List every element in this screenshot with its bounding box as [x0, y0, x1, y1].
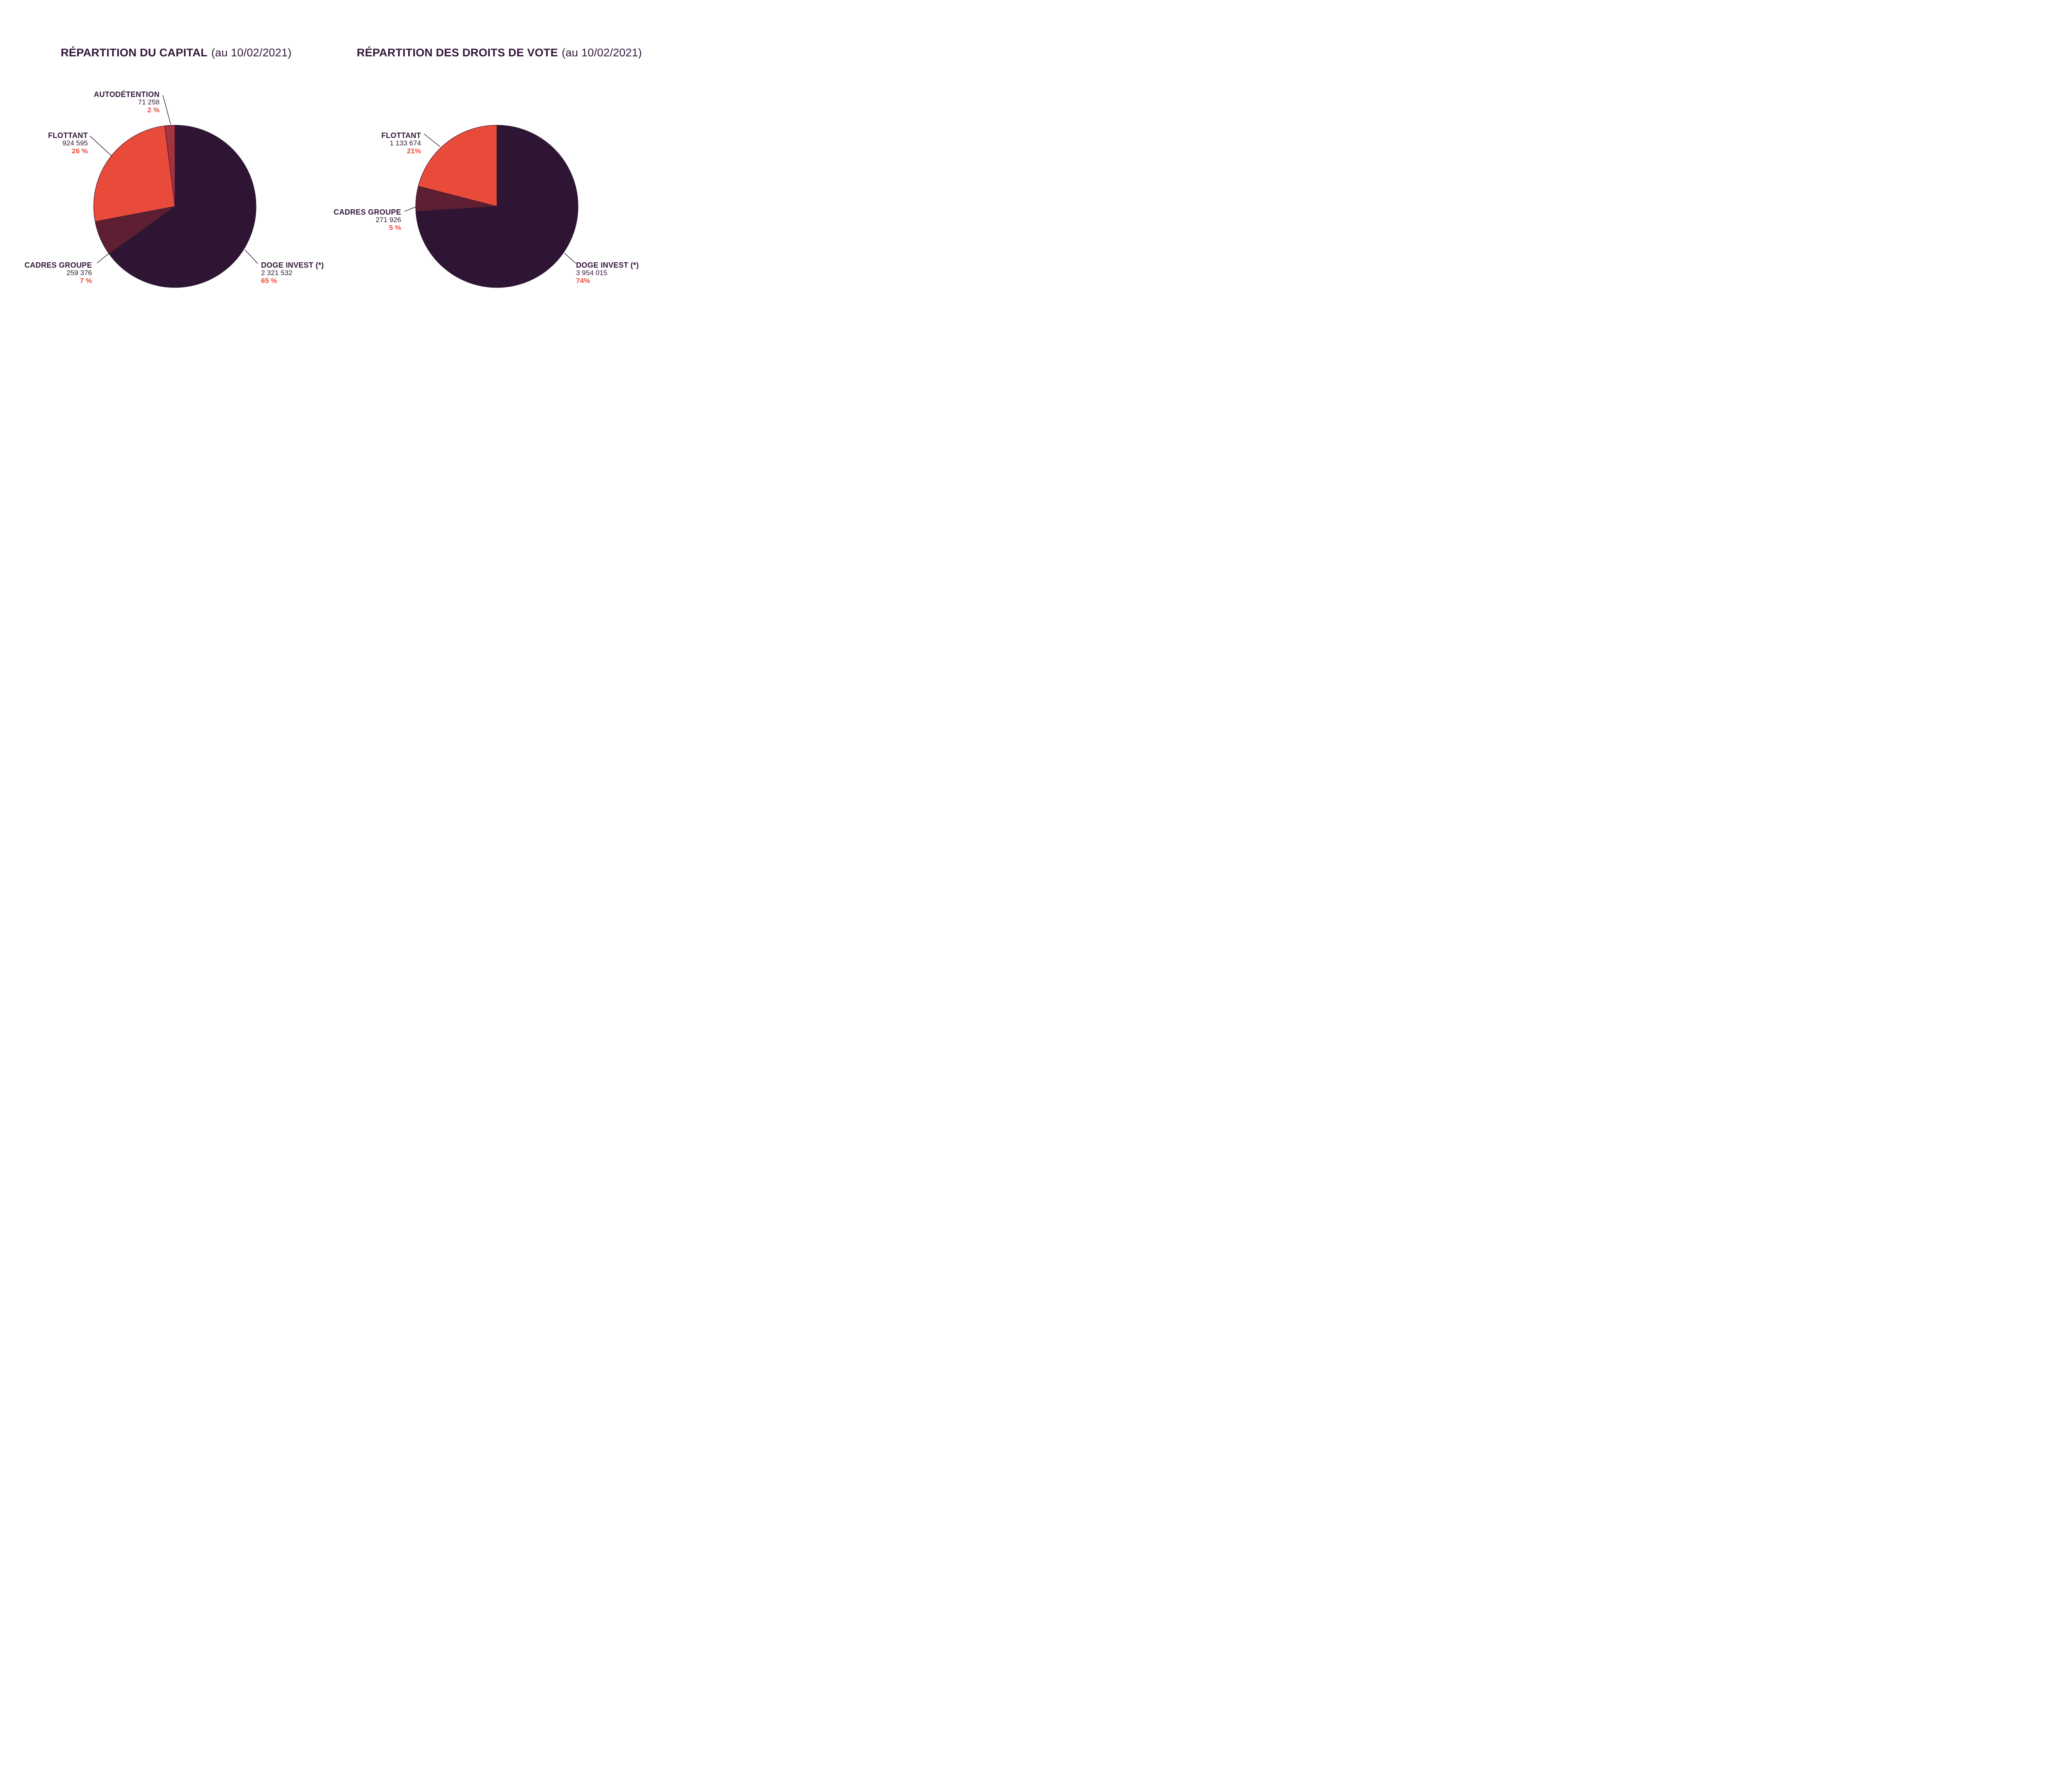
slice-label-cadres-groupe-left: CADRES GROUPE 259 376 7 % — [0, 261, 92, 285]
slice-name-cadres-groupe-right: CADRES GROUPE — [334, 208, 401, 216]
slice-percent-cadres-groupe-left: 7 % — [80, 277, 92, 285]
voting-rights-chart-title: RÉPARTITION DES DROITS DE VOTE (au 10/02/… — [334, 46, 654, 59]
leader-line-cadres-groupe-right — [404, 206, 416, 212]
slice-percent-flottant-left: 26 % — [72, 147, 88, 155]
slice-label-cadres-groupe-right: CADRES GROUPE 271 926 5 % — [277, 208, 401, 232]
slice-name-flottant-right: FLOTTANT — [381, 131, 421, 140]
leader-line-doge-invest-left — [244, 249, 258, 264]
leader-line-flottant-right — [424, 133, 441, 147]
leader-line-doge-invest-right — [564, 253, 576, 264]
slice-name-doge-invest-right: DOGE INVEST (*) — [576, 261, 639, 269]
slice-count-cadres-groupe-left: 259 376 — [66, 269, 92, 277]
slice-percent-doge-invest-right: 74% — [576, 277, 591, 285]
slice-label-flottant-right: FLOTTANT 1 133 674 21% — [297, 131, 421, 155]
slice-name-cadres-groupe-left: CADRES GROUPE — [24, 261, 92, 269]
slice-count-flottant-right: 1 133 674 — [390, 139, 421, 147]
pie-charts-svg — [90, 95, 579, 288]
slice-count-doge-invest-right: 3 954 015 — [576, 269, 608, 277]
voting-rights-chart-title-main: RÉPARTITION DES DROITS DE VOTE — [356, 46, 558, 59]
slice-percent-cadres-groupe-right: 5 % — [389, 224, 401, 232]
pie-slice-autodetention-left — [164, 125, 175, 207]
slice-label-doge-invest-left: DOGE INVEST (*) 2 321 532 65 % — [261, 261, 385, 285]
slice-name-flottant-left: FLOTTANT — [48, 131, 88, 140]
pie-slice-flottant-left — [93, 126, 175, 222]
voting-rights-chart-title-date: (au 10/02/2021) — [562, 46, 642, 59]
capital-chart-title: RÉPARTITION DU CAPITAL (au 10/02/2021) — [10, 46, 342, 59]
slice-count-autodetention-left: 71 258 — [138, 98, 160, 106]
capital-chart-title-main: RÉPARTITION DU CAPITAL — [61, 46, 208, 59]
leader-line-flottant-left — [90, 135, 113, 157]
pie-slice-doge-invest-left — [109, 125, 257, 288]
pie-slice-flottant-right — [418, 125, 497, 207]
slice-percent-doge-invest-left: 65 % — [261, 277, 277, 285]
leader-line-cadres-groupe-left — [97, 252, 110, 264]
capital-chart-title-date: (au 10/02/2021) — [211, 46, 292, 59]
slice-label-doge-invest-right: DOGE INVEST (*) 3 954 015 74% — [576, 261, 654, 285]
slice-percent-autodetention-left: 2 % — [147, 106, 160, 114]
slice-percent-flottant-right: 21% — [407, 147, 421, 155]
slice-label-autodetention-left: AUTODÉTENTION 71 258 2 % — [35, 90, 160, 114]
slice-count-doge-invest-left: 2 321 532 — [261, 269, 293, 277]
leader-line-autodetention-left — [162, 95, 171, 125]
slice-name-autodetention-left: AUTODÉTENTION — [94, 90, 160, 99]
slice-count-cadres-groupe-right: 271 926 — [375, 216, 401, 224]
infographic-canvas: RÉPARTITION DU CAPITAL (au 10/02/2021) RÉ… — [0, 0, 654, 353]
slice-count-flottant-left: 924 595 — [62, 139, 88, 147]
slice-name-doge-invest-left: DOGE INVEST (*) — [261, 261, 324, 269]
slice-label-flottant-left: FLOTTANT 924 595 26 % — [0, 131, 88, 155]
